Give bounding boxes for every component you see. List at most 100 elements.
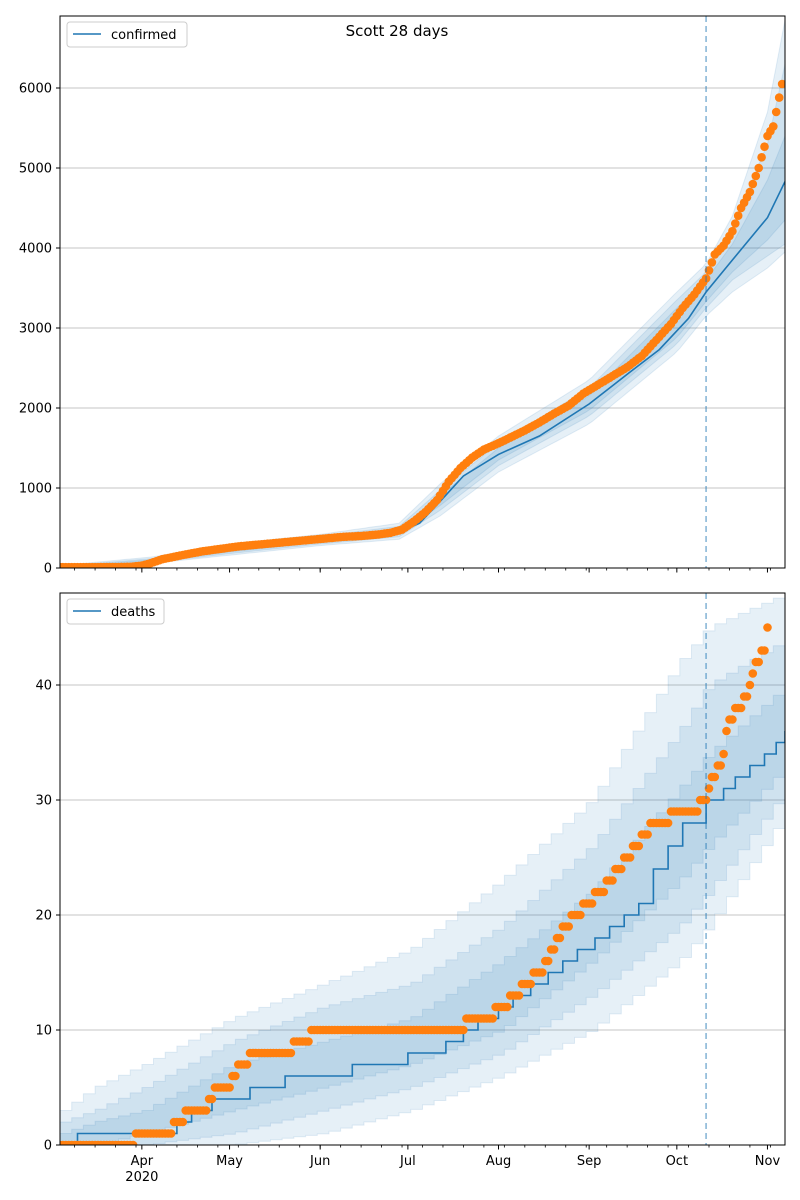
confirmed-bands (60, 19, 785, 568)
deaths-observed-point (608, 876, 617, 885)
deaths-x-tick-label: Jun (309, 1154, 330, 1169)
deaths-model-line (60, 731, 785, 1145)
deaths-observed-point (128, 1140, 138, 1145)
deaths-observed-point (242, 1060, 252, 1069)
deaths-legend-label: deaths (111, 605, 156, 620)
confirmed-y-tick-label: 4000 (19, 242, 52, 257)
deaths-observed-point (663, 818, 673, 828)
deaths-observed-point (748, 669, 758, 678)
confirmed-y-tick-label: 2000 (19, 402, 52, 417)
deaths-observed-point (576, 910, 585, 920)
deaths-observed-point (459, 1025, 468, 1035)
confirmed-legend: confirmed (66, 21, 188, 48)
deaths-observed-point (166, 1129, 176, 1138)
deaths-observed-point (178, 1117, 188, 1127)
deaths-observed-point (538, 968, 547, 977)
confirmed-observed-point (745, 187, 755, 197)
deaths-observed-point (760, 646, 769, 655)
deaths-observed-point (710, 772, 720, 782)
confirmed-observed-point (731, 219, 740, 228)
deaths-observed-point (701, 795, 711, 805)
confirmed-observed-point (774, 93, 784, 102)
figure-title: Scott 28 days (346, 22, 449, 40)
deaths-observed-point (207, 1094, 217, 1104)
deaths-observed-point (754, 657, 763, 667)
deaths-observed-point (304, 1037, 313, 1046)
deaths-x-tick-label: Nov (755, 1154, 781, 1169)
deaths-y-ticks: 0 10 20 30 40 (35, 679, 60, 1154)
deaths-observed-point (514, 991, 524, 1000)
confirmed-observed-point (704, 266, 714, 275)
deaths-observed-point (286, 1048, 296, 1058)
deaths-legend-box (66, 598, 165, 625)
deaths-panel: 0 10 20 30 40 Apr May Jun Jul Aug Sep Oct Nov 2020 d… (35, 592, 786, 1185)
confirmed-observed-point (777, 79, 785, 89)
deaths-observed-point (634, 841, 644, 851)
deaths-observed-point (722, 726, 731, 736)
confirmed-y-tick-label: 5000 (19, 162, 52, 177)
deaths-observed-point (201, 1106, 211, 1115)
x-year-label: 2020 (125, 1170, 158, 1185)
confirmed-y-tick-label: 1000 (19, 482, 52, 497)
deaths-model (60, 731, 785, 1145)
confirmed-observed-point (733, 211, 743, 220)
deaths-observed-point (643, 830, 652, 839)
deaths-observed-point (564, 922, 573, 931)
deaths-y-tick-label: 30 (35, 794, 52, 809)
deaths-observed-point (617, 864, 626, 874)
confirmed-observed-point (707, 258, 717, 267)
deaths-y-tick-label: 10 (35, 1024, 52, 1039)
confirmed-observed-point (728, 226, 737, 236)
deaths-observed-point (719, 749, 728, 759)
confirmed-observed-point (751, 171, 761, 181)
deaths-y-tick-label: 20 (35, 909, 52, 924)
deaths-observed-point (549, 945, 559, 954)
deaths-band-1 (60, 639, 785, 1145)
deaths-observed-point (716, 761, 725, 770)
confirmed-band-0 (60, 19, 785, 568)
confirmed-observed-point (769, 122, 778, 131)
deaths-x-tick-label: Apr (131, 1154, 154, 1169)
deaths-observed-point (736, 703, 746, 713)
confirmed-grid (60, 87, 785, 489)
deaths-observed-point (693, 807, 702, 816)
deaths-x-tick-label: Oct (666, 1154, 688, 1169)
deaths-x-ticks: Apr May Jun Jul Aug Sep Oct Nov 2020 (74, 1145, 781, 1185)
deaths-observed (60, 623, 772, 1145)
deaths-observed-point (225, 1083, 234, 1092)
confirmed-observed-point (754, 163, 763, 173)
confirmed-y-tick-label: 6000 (19, 82, 52, 97)
deaths-x-tick-label: Aug (486, 1154, 511, 1169)
confirmed-y-tick-label: 0 (44, 562, 52, 577)
deaths-observed-point (599, 887, 609, 897)
deaths-observed-point (745, 680, 755, 690)
deaths-legend: deaths (66, 598, 165, 625)
confirmed-observed (60, 79, 785, 568)
deaths-y-tick-label: 40 (35, 679, 52, 694)
deaths-observed-point (555, 933, 565, 943)
confirmed-observed-point (748, 179, 758, 189)
deaths-band-0 (60, 593, 785, 1145)
deaths-observed-point (704, 784, 714, 793)
deaths-observed-point (488, 1014, 498, 1023)
deaths-bands (60, 593, 785, 1145)
deaths-observed-point (728, 715, 737, 724)
confirmed-legend-label: confirmed (111, 28, 177, 43)
confirmed-y-ticks: 0 1000 2000 3000 4000 5000 6000 (19, 82, 60, 577)
deaths-observed-point (742, 692, 752, 701)
deaths-observed-point (543, 956, 553, 966)
deaths-observed-point (503, 1002, 512, 1012)
confirmed-legend-box (66, 21, 188, 48)
deaths-observed-point (587, 899, 597, 908)
confirmed-observed-point (771, 107, 781, 117)
confirmed-observed-point (757, 153, 766, 162)
deaths-observed-point (526, 979, 535, 989)
deaths-x-tick-label: Sep (577, 1154, 602, 1169)
confirmed-x-ticks (74, 568, 771, 573)
confirmed-y-tick-label: 3000 (19, 322, 52, 337)
deaths-x-tick-label: Jul (399, 1154, 416, 1169)
confirmed-observed-point (760, 142, 769, 151)
deaths-y-tick-label: 0 (44, 1139, 52, 1154)
deaths-x-tick-label: May (216, 1154, 243, 1169)
